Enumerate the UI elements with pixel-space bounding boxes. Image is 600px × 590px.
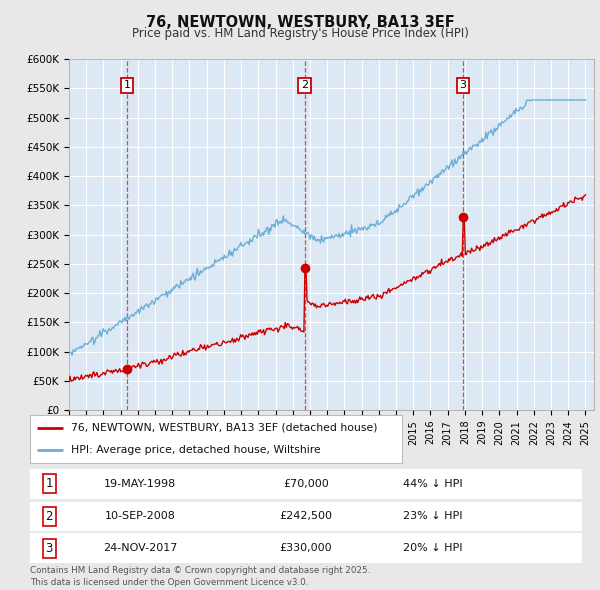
Text: 1: 1 xyxy=(124,80,131,90)
Text: HPI: Average price, detached house, Wiltshire: HPI: Average price, detached house, Wilt… xyxy=(71,445,320,455)
Text: £70,000: £70,000 xyxy=(283,479,329,489)
Text: 3: 3 xyxy=(46,542,53,555)
Text: 2: 2 xyxy=(301,80,308,90)
Text: 19-MAY-1998: 19-MAY-1998 xyxy=(104,479,176,489)
Text: 3: 3 xyxy=(460,80,467,90)
Text: 20% ↓ HPI: 20% ↓ HPI xyxy=(403,543,463,553)
Text: £330,000: £330,000 xyxy=(280,543,332,553)
Text: Price paid vs. HM Land Registry's House Price Index (HPI): Price paid vs. HM Land Registry's House … xyxy=(131,27,469,40)
Text: 44% ↓ HPI: 44% ↓ HPI xyxy=(403,479,463,489)
Text: £242,500: £242,500 xyxy=(280,512,332,521)
Text: 24-NOV-2017: 24-NOV-2017 xyxy=(103,543,178,553)
Text: 76, NEWTOWN, WESTBURY, BA13 3EF: 76, NEWTOWN, WESTBURY, BA13 3EF xyxy=(146,15,454,30)
Text: 2: 2 xyxy=(46,510,53,523)
Text: 76, NEWTOWN, WESTBURY, BA13 3EF (detached house): 76, NEWTOWN, WESTBURY, BA13 3EF (detache… xyxy=(71,423,377,433)
Text: Contains HM Land Registry data © Crown copyright and database right 2025.
This d: Contains HM Land Registry data © Crown c… xyxy=(30,566,370,587)
Text: 1: 1 xyxy=(46,477,53,490)
Text: 23% ↓ HPI: 23% ↓ HPI xyxy=(403,512,463,521)
Text: 10-SEP-2008: 10-SEP-2008 xyxy=(105,512,176,521)
